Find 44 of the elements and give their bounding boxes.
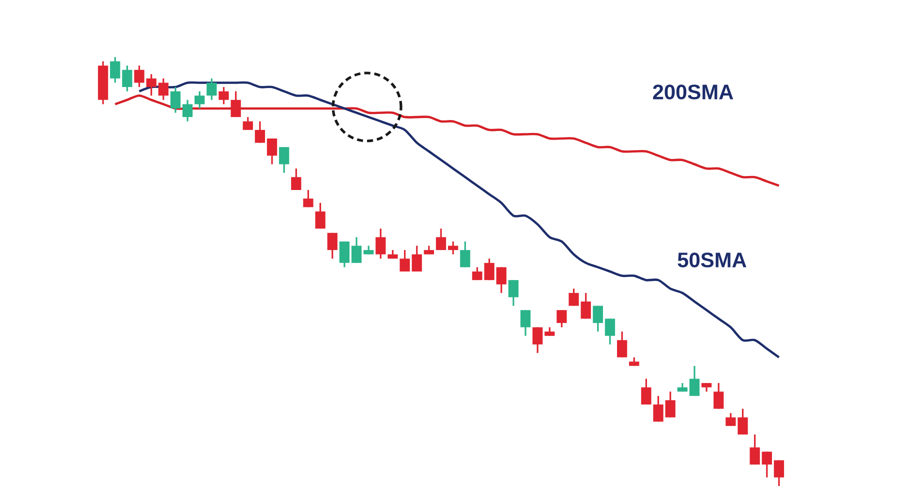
candlestick [110, 56, 120, 84]
candlestick [206, 78, 217, 101]
candlestick [689, 365, 700, 397]
candlestick [460, 240, 470, 268]
candlestick [194, 90, 205, 110]
candlestick [532, 326, 543, 354]
candlestick [376, 228, 386, 260]
candlestick [762, 450, 772, 478]
candlestick [508, 279, 518, 307]
candlestick [604, 318, 616, 346]
candlestick [122, 64, 132, 92]
candlestick [774, 459, 784, 487]
candlestick [327, 232, 338, 260]
candlestick [520, 309, 531, 337]
candlestick [616, 330, 628, 358]
candlestick [218, 86, 229, 105]
candlestick [351, 236, 362, 264]
candlestick [303, 189, 314, 208]
candlestick [653, 395, 664, 422]
candlestick [714, 382, 724, 410]
candlestick [266, 138, 278, 166]
candlestick [750, 434, 760, 466]
candlestick [242, 116, 253, 131]
candlestick [291, 168, 302, 191]
candlestick [556, 309, 567, 328]
series-label: 50SMA [678, 252, 746, 268]
candlestick [641, 378, 652, 406]
candlestick [592, 305, 603, 332]
candlestick [568, 288, 579, 307]
candlestick [496, 266, 506, 294]
candlestick [170, 86, 181, 114]
candlestick [254, 120, 266, 144]
candlestick [665, 390, 676, 418]
candlestick [279, 146, 290, 174]
candlestick [436, 228, 446, 251]
candlestick [315, 202, 326, 230]
candlestick [158, 78, 168, 101]
candlestick [339, 240, 350, 268]
candlestick [400, 249, 410, 272]
candlestick [580, 292, 591, 320]
candlestick [412, 244, 422, 272]
candlestick [448, 240, 458, 256]
text: 200SMA [653, 84, 734, 100]
candlestick [182, 99, 193, 122]
